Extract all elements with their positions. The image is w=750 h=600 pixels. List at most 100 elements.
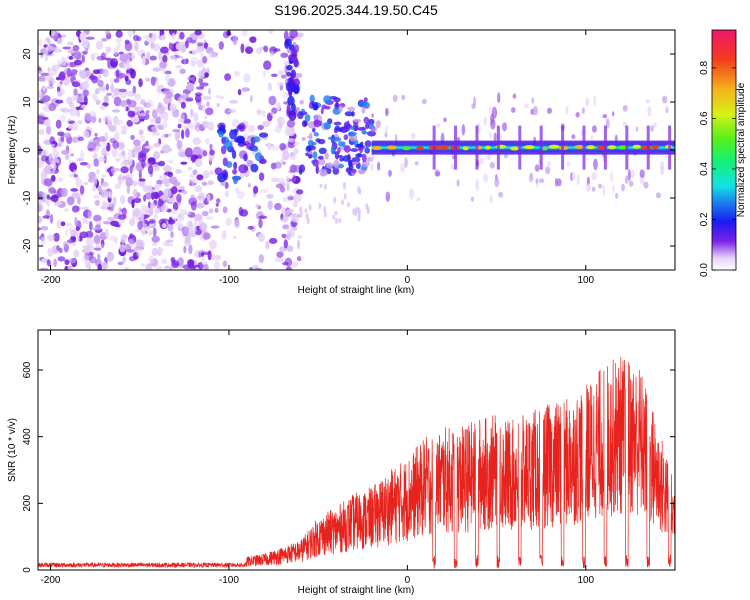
heatmap-cell	[276, 116, 285, 127]
heatmap-streak	[625, 125, 629, 170]
heatmap-cell	[46, 259, 51, 267]
heatmap-cell	[531, 97, 535, 104]
heatmap-cell	[94, 96, 98, 103]
heatmap-cell	[181, 226, 189, 237]
heatmap-cell	[392, 94, 398, 103]
heatmap-cell	[38, 90, 43, 99]
heatmap-cell	[38, 75, 46, 82]
heatmap-cell	[309, 132, 313, 140]
heatmap-cell	[628, 180, 634, 187]
heatmap-cell	[456, 179, 460, 187]
heatmap-cell	[249, 95, 253, 103]
heatmap-cell	[74, 59, 83, 66]
heatmap-cell	[371, 113, 374, 118]
heatmap-cell	[342, 181, 346, 190]
heatmap-cell	[151, 247, 159, 257]
heatmap-cell	[49, 136, 55, 145]
heatmap-cell	[82, 130, 90, 138]
heatmap-cell	[75, 226, 80, 232]
heatmap-cell	[67, 265, 73, 270]
heatmap-cell	[611, 111, 615, 117]
heatmap-cell	[253, 267, 263, 270]
heatmap-cell	[187, 166, 193, 171]
heatmap-cell	[87, 177, 95, 183]
heatmap-cell	[333, 97, 341, 103]
heatmap-cell	[85, 237, 94, 248]
heatmap-cell	[243, 73, 251, 83]
heatmap-cell	[308, 204, 312, 211]
heatmap-cell	[39, 267, 49, 270]
heatmap-cell	[59, 107, 66, 113]
heatmap-cell	[38, 190, 45, 195]
heatmap-cell	[110, 58, 119, 68]
heatmap-cell	[340, 199, 344, 206]
heatmap-cell	[57, 176, 64, 182]
heatmap-cell	[253, 136, 261, 143]
heatmap-cell	[93, 214, 102, 222]
heatmap-streak	[646, 125, 650, 170]
heatmap-cell	[120, 234, 127, 244]
heatmap-cell	[607, 145, 617, 150]
heatmap-cell	[133, 197, 142, 204]
heatmap-cell	[60, 134, 65, 142]
heatmap-cell	[210, 225, 220, 229]
heatmap-cell	[281, 150, 290, 161]
heatmap-cell	[284, 128, 294, 137]
heatmap-cell	[62, 46, 72, 50]
heatmap-cell	[190, 56, 199, 65]
heatmap-cell	[177, 123, 182, 129]
snr-frame	[37, 329, 676, 571]
heatmap-cell	[281, 233, 287, 239]
heatmap-cell	[72, 81, 81, 88]
heatmap-cell	[332, 137, 342, 142]
heatmap-cell	[556, 178, 562, 187]
heatmap-cell	[593, 95, 597, 106]
heatmap-cell	[115, 157, 121, 162]
heatmap-cell	[287, 196, 295, 201]
heatmap-cell	[112, 140, 120, 149]
heatmap-cell	[293, 147, 299, 155]
heatmap-cell	[241, 87, 250, 92]
heatmap-cell	[38, 164, 44, 168]
heatmap-cell	[193, 218, 198, 227]
heatmap-cell	[181, 190, 188, 195]
heatmap-cell	[175, 65, 182, 69]
heatmap-cell	[386, 145, 398, 150]
heatmap-cell	[180, 101, 186, 109]
heatmap-cell	[232, 35, 238, 46]
heatmap-cell	[347, 159, 353, 167]
heatmap-cell	[334, 125, 341, 131]
heatmap-cell	[213, 260, 220, 270]
heatmap-cell	[320, 171, 329, 176]
heatmap-cell	[317, 155, 324, 160]
heatmap-cell	[101, 141, 108, 148]
heatmap-cell	[140, 262, 145, 267]
heatmap-cell	[164, 88, 172, 94]
heatmap-cell	[591, 125, 598, 133]
heatmap-cell	[408, 188, 415, 200]
heatmap-cell	[269, 51, 275, 57]
colorbar-tick-label: 0.8	[699, 61, 710, 75]
heatmap-cell	[224, 190, 229, 198]
heatmap-cell	[141, 55, 146, 65]
heatmap-cell	[120, 125, 128, 131]
heatmap-cell	[180, 214, 185, 221]
heatmap-cell	[110, 83, 114, 93]
heatmap-cell	[194, 185, 203, 193]
heatmap-cell	[268, 30, 274, 35]
heatmap-cell	[48, 170, 56, 175]
heatmap-cell	[119, 143, 125, 149]
heatmap-cell	[96, 220, 102, 226]
heatmap-cell	[156, 179, 163, 186]
heatmap-cell	[350, 148, 359, 152]
heatmap-cell	[254, 152, 263, 162]
heatmap-cell	[119, 194, 126, 205]
heatmap-xlabel: Height of straight line (km)	[298, 285, 415, 296]
heatmap-cell	[56, 219, 62, 229]
snr-xtick-label: -200	[40, 575, 60, 586]
heatmap-cell	[81, 104, 87, 109]
heatmap-cell	[343, 145, 351, 153]
heatmap-cell	[107, 216, 116, 222]
heatmap-cell	[489, 194, 493, 204]
heatmap-cell	[124, 39, 130, 45]
